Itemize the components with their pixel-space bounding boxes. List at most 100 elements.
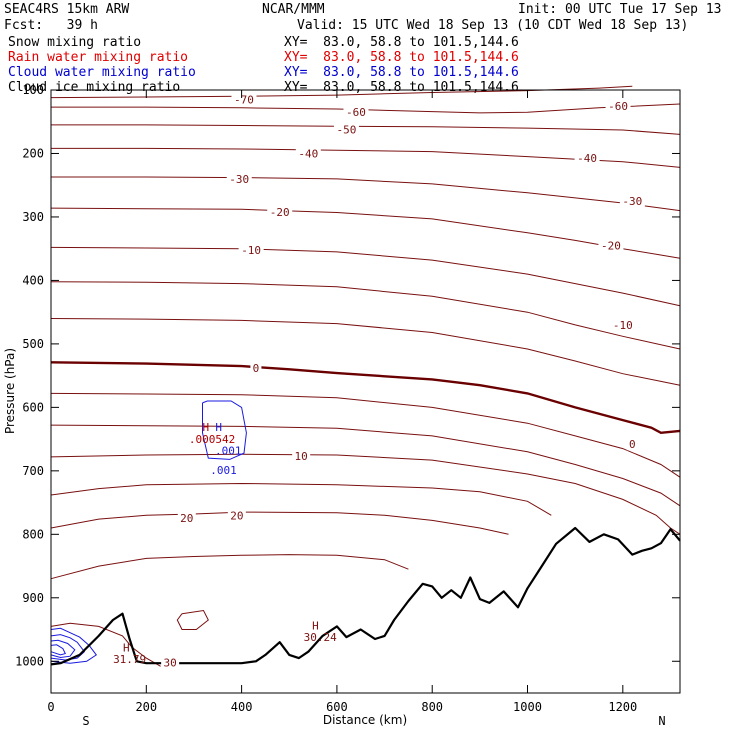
y-tick-label: 100 [22,83,44,97]
isotherm-line [50,424,681,507]
contour-label-bg [626,438,638,451]
contour-label: -10 [241,244,261,257]
cloud-water-surface-contour [50,639,76,659]
extremum-label: H [203,421,210,434]
y-tick-label: 300 [22,210,44,224]
terrain-layer [50,526,681,666]
contour-label: 0 [253,362,260,375]
contour-label: 0 [629,438,636,451]
label-layer: -70 -60 -60 -50 -40 -40 -30 -30 -20 -20 -10 -10 0 0 10… [113,93,645,670]
isotherm-line [50,453,681,535]
extremum-label: H [123,642,130,655]
x-tick-label: 1200 [608,700,637,714]
contour-label: -40 [577,152,597,165]
x-tick-label: 800 [421,700,443,714]
south-label: S [82,714,89,728]
isotherm-line [50,482,552,516]
extremum-label: .001 [210,464,237,477]
contour-label: -30 [622,195,642,208]
x-tick-label: 1000 [513,700,542,714]
plot-frame [50,89,681,694]
isotherm-line [51,176,681,212]
isotherm-line [50,511,509,535]
contour-label: -70 [234,94,254,107]
extremum-label: 30.24 [304,631,337,644]
contour-label: -20 [601,240,621,253]
isotherm-line [50,361,681,435]
contour-label-bg [598,239,624,252]
isotherm-line [50,622,161,667]
valid-time: Valid: 15 UTC Wed 18 Sep 13 (10 CDT Wed … [297,18,689,33]
isotherm-line [50,392,681,478]
contour-label-bg [161,656,180,669]
y-axis-title: Pressure (hPa) [3,348,17,434]
extremum-label: .001 [215,444,242,457]
isotherm-line [51,147,681,168]
field-xy-cloud-ice: XY= 83.0, 58.8 to 101.5,144.6 [284,80,519,95]
y-tick-label: 1000 [15,654,44,668]
field-name-rain: Rain water mixing ratio [8,50,189,65]
isotherm-line [50,207,681,259]
contour-label-bg [238,243,264,256]
field-name-snow: Snow mixing ratio [8,35,142,50]
field-name-cloud-ice: Cloud ice mixing ratio [8,80,181,95]
contour-label-bg [619,195,645,208]
contour-label-bg [227,509,246,522]
isotherm-line [50,318,681,386]
x-axis-title: Distance (km) [323,713,407,727]
contour-label: 20 [230,509,243,522]
cloud-water-contour [202,400,247,460]
cloud-water-surface-contour [50,644,67,656]
field-xy-snow: XY= 83.0, 58.8 to 101.5,144.6 [284,35,519,50]
center-title: NCAR/MMM [262,2,325,17]
contour-label-bg [292,450,311,463]
contour-label-bg [250,362,262,375]
contour-label: -60 [608,100,628,113]
y-tick-label: 600 [22,400,44,414]
y-tick-label: 800 [22,527,44,541]
contour-label-bg [231,93,257,106]
isotherm-line [50,246,681,307]
x-tick-label: 0 [47,700,54,714]
field-xy-rain: XY= 83.0, 58.8 to 101.5,144.6 [284,50,519,65]
contour-label: 30 [164,657,177,670]
isotherm-line [50,85,633,99]
model-title: SEAC4RS 15km ARW [4,2,130,17]
y-tick-label: 400 [22,273,44,287]
y-tick-label: 200 [22,146,44,160]
isotherm-line [50,554,409,580]
isotherm-line [51,103,681,114]
contour-label-bg [343,106,369,119]
contour-label: -50 [337,123,357,136]
extremum-label: H [215,421,222,434]
north-label: N [658,714,665,728]
x-tick-label: 600 [326,700,348,714]
x-tick-label: 200 [135,700,157,714]
isotherm-layer [50,85,681,667]
contour-label-bg [177,511,196,524]
contour-label-bg [226,172,252,185]
extremum-label: H [312,620,319,633]
contour-label: -20 [270,206,290,219]
isotherm-line [51,124,681,135]
contour-label: -60 [346,106,366,119]
contour-label: -10 [613,319,633,332]
contour-label: -30 [229,173,249,186]
contour-label-bg [610,318,636,331]
x-tick-label: 400 [231,700,253,714]
extremum-label: 31.79 [113,653,146,666]
field-name-cloud-water: Cloud water mixing ratio [8,65,196,80]
contour-label: -40 [298,147,318,160]
y-tick-label: 900 [22,591,44,605]
contour-label: 20 [180,512,193,525]
forecast-hour: Fcst: 39 h [4,18,98,33]
isotherm-line [50,281,681,350]
axes-layer: 0 200 400 600 800 1000 12001002003004005006007… [15,83,680,714]
y-tick-label: 500 [22,337,44,351]
extremum-label: .000542 [189,433,235,446]
y-tick-label: 700 [22,464,44,478]
contour-label-bg [267,205,293,218]
field-xy-cloud-water: XY= 83.0, 58.8 to 101.5,144.6 [284,65,519,80]
contour-label-bg [295,147,321,160]
